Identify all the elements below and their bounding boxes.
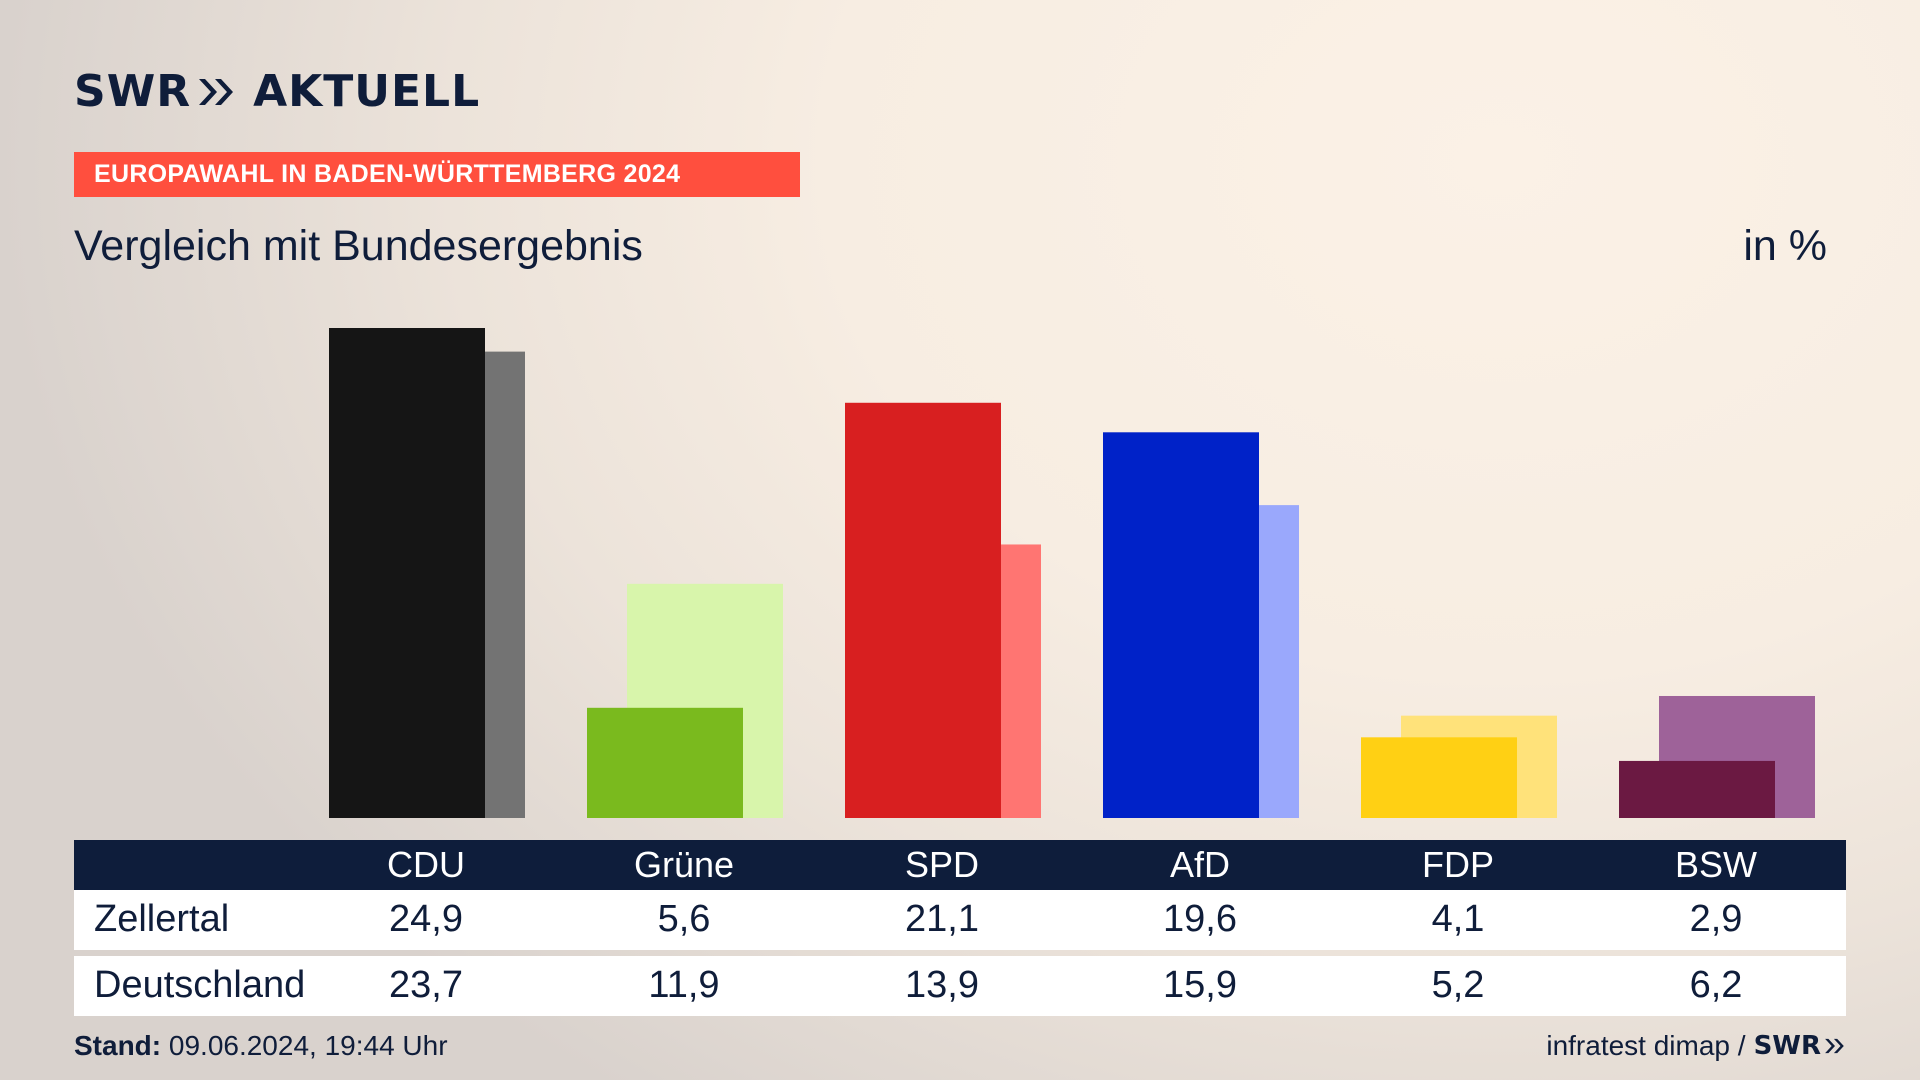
header-afd: AfD: [1169, 844, 1230, 885]
value-cell: 11,9: [648, 964, 720, 1006]
double-chevron-icon: [1825, 1038, 1844, 1054]
value-cell: 5,2: [1431, 964, 1485, 1006]
source-text: infratest dimap /: [1546, 1030, 1746, 1061]
timestamp: Stand: 09.06.2024, 19:44 Uhr: [74, 1030, 448, 1062]
value-cell: 21,1: [905, 898, 979, 940]
header-fdp: FDP: [1422, 844, 1494, 885]
bar-zellertal-cdu: [329, 328, 485, 818]
value-cell: 24,9: [389, 898, 463, 940]
table-header-row: CDU Grüne SPD AfD FDP BSW: [74, 840, 1846, 890]
logo-aktuell-text: AKTUELL: [253, 66, 481, 117]
stand-value: 09.06.2024, 19:44 Uhr: [168, 1030, 448, 1061]
value-cell: 5,6: [657, 898, 711, 940]
stand-label: Stand:: [74, 1030, 162, 1061]
bar-zellertal-gruene: [587, 707, 743, 818]
swr-aktuell-logo: SWR AKTUELL: [74, 70, 480, 114]
value-cell: 15,9: [1163, 964, 1237, 1006]
unit-label: in %: [1743, 222, 1827, 270]
value-cell: 6,2: [1689, 964, 1743, 1006]
bar-zellertal-afd: [1103, 432, 1259, 818]
bar-chart: [329, 328, 1815, 818]
table-row-zellertal: Zellertal 24,9 5,6 21,1 19,6 4,1 2,9: [74, 890, 1846, 950]
row-label: Zellertal: [94, 898, 230, 940]
value-cell: 4,1: [1431, 898, 1485, 940]
value-cell: 13,9: [905, 964, 979, 1006]
bar-zellertal-bsw: [1619, 760, 1775, 818]
table-row-deutschland: Deutschland 23,7 11,9 13,9 15,9 5,2 6,2: [74, 956, 1846, 1016]
chart-subtitle: Vergleich mit Bundesergebnis: [74, 222, 643, 270]
election-banner: EUROPAWAHL IN BADEN-WÜRTTEMBERG 2024: [74, 152, 800, 197]
logo-swr-text: SWR: [74, 66, 192, 117]
source-credit: infratest dimap / SWR: [1546, 1030, 1846, 1062]
header-spd: SPD: [904, 844, 980, 885]
header-bsw: BSW: [1674, 844, 1757, 885]
row-label: Deutschland: [94, 964, 306, 1006]
bar-zellertal-fdp: [1361, 737, 1517, 818]
footer-swr-logo: SWR: [1753, 1031, 1821, 1061]
results-table: CDU Grüne SPD AfD FDP BSW Zellertal 24,9…: [74, 840, 1846, 1016]
value-cell: 23,7: [389, 964, 463, 1006]
header-gruene: Grüne: [633, 844, 735, 885]
value-cell: 2,9: [1689, 898, 1743, 940]
header-cdu: CDU: [387, 844, 465, 885]
bar-zellertal-spd: [845, 402, 1001, 818]
value-cell: 19,6: [1163, 898, 1237, 940]
double-chevron-icon: [199, 79, 234, 105]
